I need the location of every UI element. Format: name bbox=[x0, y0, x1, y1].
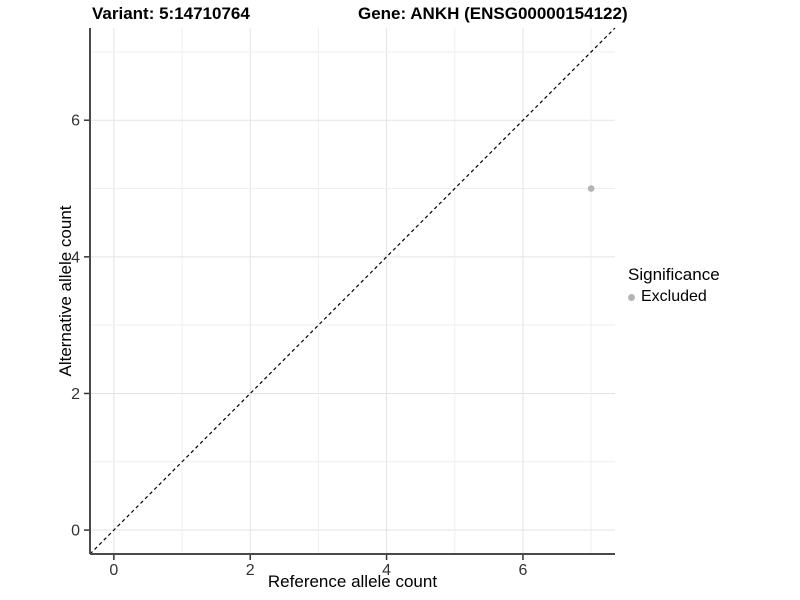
x-tick-label: 6 bbox=[519, 562, 528, 579]
y-tick-label: 4 bbox=[71, 249, 80, 266]
x-tick-label: 2 bbox=[246, 562, 255, 579]
legend-point-icon bbox=[628, 293, 635, 301]
gene-title: Gene: ANKH (ENSG00000154122) bbox=[358, 4, 628, 23]
y-axis-title: Alternative allele count bbox=[56, 205, 75, 377]
legend-item-excluded: Excluded bbox=[628, 288, 720, 306]
y-tick-label: 0 bbox=[71, 523, 80, 540]
identity-line bbox=[89, 27, 616, 555]
data-point bbox=[587, 185, 595, 192]
x-axis-title: Reference allele count bbox=[267, 572, 438, 591]
variant-title: Variant: 5:14710764 bbox=[92, 4, 250, 23]
legend-item-label: Excluded bbox=[641, 288, 707, 305]
x-tick-label: 0 bbox=[109, 562, 118, 579]
y-tick-label: 6 bbox=[71, 113, 80, 130]
legend: Significance Excluded bbox=[628, 265, 720, 306]
y-tick-label: 2 bbox=[71, 386, 80, 403]
x-tick-label: 4 bbox=[382, 562, 391, 579]
legend-title: Significance bbox=[628, 265, 720, 284]
